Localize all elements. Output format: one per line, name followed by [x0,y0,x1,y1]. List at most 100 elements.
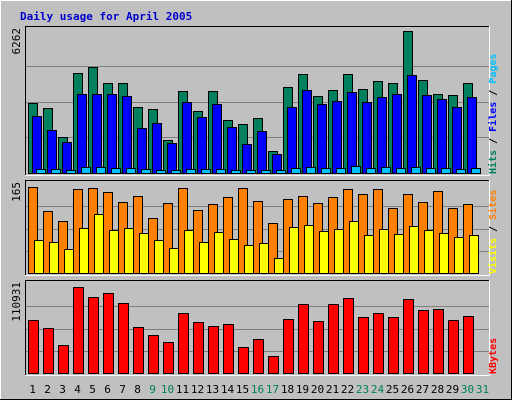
x-tick-label: 23 [356,383,369,396]
bar-kbytes-day-16 [253,339,264,374]
panel-hits: 6262 Hits / Files / Pages [10,26,499,176]
series-kbytes [28,287,474,374]
x-tick-label: 9 [149,383,156,396]
x-tick-label: 31 [476,383,489,396]
bar-pages-day-14 [231,170,241,174]
bar-files-day-19 [302,90,312,174]
bar-visits-day-14 [229,239,239,274]
x-tick-label: 29 [446,383,459,396]
bar-visits-day-19 [304,225,314,274]
bar-sites-day-15 [238,188,248,274]
bar-files-day-25 [392,94,402,174]
bar-visits-day-13 [214,232,224,274]
bar-pages-day-20 [321,168,331,174]
bar-kbytes-day-26 [403,299,414,374]
bar-visits-day-10 [169,248,179,274]
bar-pages-day-11 [186,169,196,174]
bar-files-day-5 [92,94,102,174]
bar-pages-day-21 [336,168,346,174]
x-tick-label: 20 [311,383,324,396]
bar-pages-day-6 [111,168,121,174]
bar-files-day-20 [317,104,327,174]
x-tick-label: 14 [221,383,235,396]
bar-kbytes-day-11 [178,313,189,374]
series-sites [28,187,473,274]
bar-visits-day-8 [139,233,149,274]
bar-pages-day-19 [306,167,316,174]
bar-visits-day-24 [379,229,389,274]
bar-files-day-21 [332,101,342,174]
bar-visits-day-30 [469,235,479,274]
panel-visits-legend-label: Visits / Sites [487,190,499,274]
bar-pages-day-26 [411,167,421,174]
bar-files-day-10 [167,143,177,174]
x-axis-labels: 1 2 3 4 5 6 7 8 9 10 11 12 13 14 15 16 17 18 19 20 21 22 23 24 2… [29,383,489,396]
bar-visits-day-11 [184,230,194,274]
bar-sites-day-10 [163,203,173,274]
x-tick-label: 15 [236,383,249,396]
bar-kbytes-day-22 [343,298,354,374]
bar-visits-day-9 [154,240,164,274]
bar-kbytes-day-30 [463,316,474,374]
series-visits [34,214,479,274]
bar-visits-day-22 [349,221,359,274]
bar-pages-day-22 [351,166,361,174]
bar-files-day-16 [257,131,267,174]
x-tick-label: 13 [206,383,219,396]
panel-kbytes: 110931 KBytes [10,280,499,376]
bar-visits-day-25 [394,234,404,274]
bar-visits-day-18 [289,227,299,274]
x-tick-label: 19 [296,383,309,396]
bar-kbytes-day-23 [358,317,369,374]
bar-visits-day-23 [364,235,374,274]
bar-files-day-24 [377,97,387,174]
bar-kbytes-day-7 [118,303,129,374]
bar-pages-day-5 [96,167,106,174]
bar-kbytes-day-24 [373,313,384,374]
bar-pages-day-4 [81,167,91,174]
legend-entry: Sites [487,190,499,220]
x-tick-label: 21 [326,383,339,396]
bar-files-day-27 [422,95,432,174]
bar-kbytes-day-1 [28,320,39,374]
bar-sites-day-16 [253,201,263,274]
x-tick-label: 11 [176,383,189,396]
bar-visits-day-5 [94,214,104,274]
bar-visits-day-28 [439,233,449,274]
bar-pages-day-8 [141,169,151,174]
bar-kbytes-day-12 [193,322,204,374]
bar-files-day-4 [77,94,87,174]
bar-visits-day-21 [334,229,344,274]
x-tick-label: 16 [251,383,264,396]
bar-kbytes-day-17 [268,356,279,374]
bar-kbytes-day-6 [103,293,114,374]
bar-files-day-29 [452,107,462,174]
bar-files-day-3 [62,142,72,174]
x-tick-label: 3 [59,383,66,396]
bar-kbytes-day-27 [418,310,429,374]
bar-pages-day-7 [126,168,136,174]
legend-entry: / [488,84,499,102]
bar-kbytes-day-13 [208,326,219,374]
bar-kbytes-day-8 [133,327,144,374]
bar-visits-day-20 [319,231,329,274]
x-tick-label: 25 [386,383,399,396]
bar-kbytes-day-21 [328,304,339,374]
bar-kbytes-day-14 [223,324,234,374]
bar-kbytes-day-25 [388,317,399,374]
bar-files-day-13 [212,104,222,174]
bar-kbytes-day-5 [88,297,99,374]
bar-files-day-1 [32,116,42,174]
bar-files-day-22 [347,92,357,174]
panel-kbytes-legend-label: KBytes [488,338,499,374]
bar-visits-day-27 [424,230,434,274]
legend-entry: / [488,132,499,150]
x-tick-label: 18 [281,383,294,396]
bar-kbytes-day-9 [148,335,159,374]
bar-pages-day-1 [36,169,46,174]
legend-entry: / [488,220,499,238]
chart-panels: 6262 Hits / Files / Pages 165 Visits / Site… [10,26,499,376]
panel-hits-legend-label: Hits / Files / Pages [487,54,499,174]
legend-entry: Pages [488,54,499,84]
